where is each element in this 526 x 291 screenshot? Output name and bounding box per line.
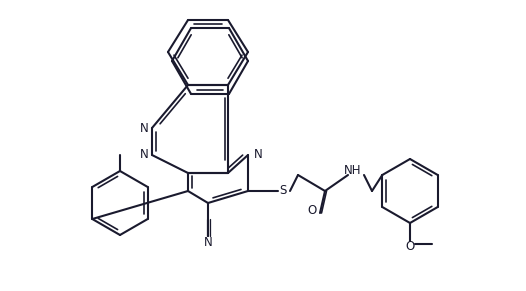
Text: O: O	[307, 205, 317, 217]
Text: N: N	[139, 122, 148, 134]
Text: S: S	[279, 184, 287, 198]
Text: NH: NH	[344, 164, 362, 177]
Text: O: O	[406, 239, 414, 253]
Text: N: N	[139, 148, 148, 162]
Text: N: N	[254, 148, 262, 162]
Text: N: N	[204, 237, 213, 249]
